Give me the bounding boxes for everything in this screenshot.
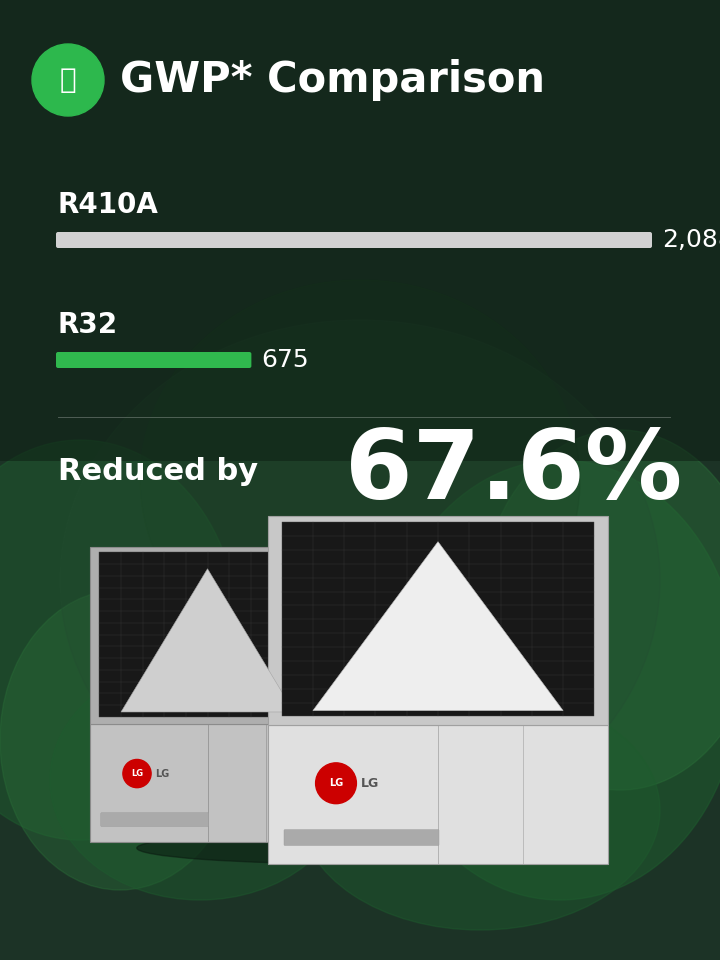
Text: LG: LG	[131, 769, 143, 778]
Ellipse shape	[380, 460, 720, 900]
Ellipse shape	[0, 590, 240, 890]
Text: Reduced by: Reduced by	[58, 458, 258, 487]
Bar	[99, 552, 315, 717]
Bar	[0, 0, 720, 461]
Text: 675: 675	[261, 348, 309, 372]
FancyBboxPatch shape	[101, 813, 209, 827]
Polygon shape	[121, 568, 294, 712]
Ellipse shape	[480, 430, 720, 790]
FancyBboxPatch shape	[56, 352, 251, 368]
Text: LG: LG	[361, 777, 379, 790]
Text: 67.6%: 67.6%	[345, 425, 682, 518]
Circle shape	[123, 759, 151, 787]
Text: R32: R32	[58, 311, 118, 339]
Ellipse shape	[50, 660, 350, 900]
FancyBboxPatch shape	[284, 829, 439, 846]
Circle shape	[315, 763, 356, 804]
Text: LG: LG	[155, 769, 169, 779]
Ellipse shape	[140, 280, 580, 680]
Bar	[90, 547, 325, 724]
Ellipse shape	[300, 690, 660, 930]
Polygon shape	[313, 541, 563, 710]
Ellipse shape	[137, 832, 583, 864]
Ellipse shape	[60, 320, 660, 840]
Text: GWP* Comparison: GWP* Comparison	[120, 59, 545, 101]
Text: 2,088: 2,088	[662, 228, 720, 252]
Bar	[90, 724, 325, 842]
Bar	[268, 516, 608, 725]
Circle shape	[32, 44, 104, 116]
Bar	[282, 522, 595, 716]
Ellipse shape	[0, 440, 240, 840]
Text: 🌿: 🌿	[60, 66, 76, 94]
Bar	[268, 725, 608, 864]
FancyBboxPatch shape	[56, 232, 652, 248]
Text: LG: LG	[329, 779, 343, 788]
Text: R410A: R410A	[58, 191, 159, 219]
